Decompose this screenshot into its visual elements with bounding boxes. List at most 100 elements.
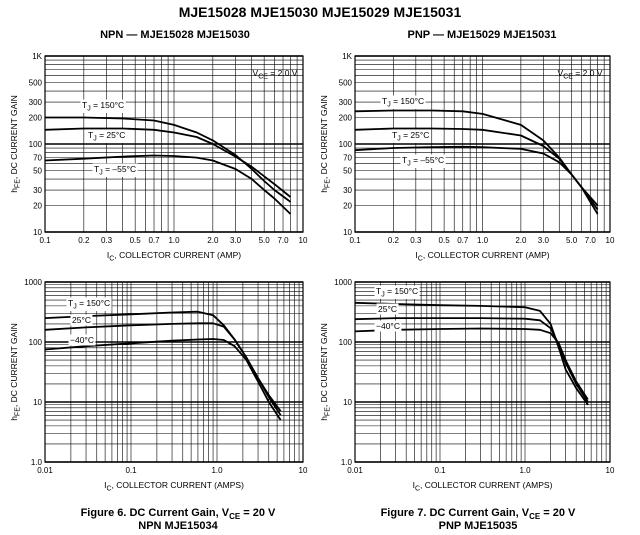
x-tick-label: 2.0 — [207, 236, 219, 245]
figure-6-caption: Figure 6. DC Current Gain, VCE = 20 V — [81, 507, 276, 521]
x-tick-label: 7.0 — [277, 236, 289, 245]
condition-label: VCE = 2.0 V — [253, 68, 298, 81]
x-tick-label: 1.0 — [477, 236, 489, 245]
series-label-background — [400, 154, 446, 168]
x-tick-label: 0.3 — [410, 236, 422, 245]
y-tick-label: 1000 — [24, 278, 42, 287]
series-label: TJ = 150°C — [382, 96, 424, 109]
series-label: TJ = 150°C — [68, 298, 110, 311]
y-tick-label: 1K — [342, 52, 352, 61]
x-tick-label: 5.0 — [566, 236, 578, 245]
series-label: −40°C — [70, 335, 94, 345]
y-tick-label: 30 — [343, 186, 352, 195]
x-tick-label: 0.1 — [434, 466, 446, 475]
plot-frame — [44, 281, 304, 463]
y-tick-label: 70 — [343, 154, 352, 163]
x-tick-label: 5.0 — [259, 236, 271, 245]
y-tick-label: 500 — [339, 78, 353, 87]
series-label-background — [374, 285, 420, 299]
condition-label: VCE = 2.0 V — [558, 68, 603, 81]
x-tick-label: 7.0 — [585, 236, 597, 245]
figure-7-caption: Figure 7. DC Current Gain, VCE = 20 V — [381, 507, 576, 521]
y-axis-label: hFE, DC CURRENT GAIN — [9, 323, 22, 421]
series-label: TJ = 25°C — [88, 130, 125, 143]
series-line — [45, 116, 292, 203]
series-label: TJ = 150°C — [82, 100, 124, 113]
series-line — [354, 109, 599, 207]
series-line — [354, 145, 599, 215]
x-tick-label: 0.5 — [130, 236, 142, 245]
y-tick-label: 100 — [29, 338, 43, 347]
plot-frame — [354, 55, 611, 233]
series-label-background — [66, 297, 112, 311]
series-label: −40°C — [376, 321, 400, 331]
subtitle-npn: NPN — MJE15028 MJE15030 — [100, 29, 250, 41]
plot-frame — [354, 281, 611, 463]
x-tick-label: 1.0 — [168, 236, 180, 245]
series-line — [44, 322, 282, 416]
series-line — [44, 338, 282, 421]
x-tick-label: 0.2 — [388, 236, 400, 245]
series-line — [44, 310, 282, 412]
series-label: TJ = –55°C — [94, 164, 136, 177]
y-tick-label: 1.0 — [31, 458, 43, 467]
series-line — [354, 317, 589, 403]
x-tick-label: 0.3 — [101, 236, 113, 245]
page-title: MJE15028 MJE15030 MJE15029 MJE15031 — [179, 4, 462, 20]
series-label-background — [374, 320, 402, 332]
x-axis-label: IC, COLLECTOR CURRENT (AMPS) — [104, 480, 244, 493]
y-tick-label: 1.0 — [341, 458, 353, 467]
y-tick-label: 10 — [343, 228, 352, 237]
y-tick-label: 300 — [339, 98, 353, 107]
x-tick-label: 0.7 — [148, 236, 160, 245]
x-tick-label: 1.0 — [211, 466, 223, 475]
y-tick-label: 20 — [343, 202, 352, 211]
y-tick-label: 10 — [343, 398, 352, 407]
y-tick-label: 300 — [29, 98, 43, 107]
x-tick-label: 10 — [606, 466, 615, 475]
x-tick-label: 0.7 — [457, 236, 469, 245]
y-tick-label: 70 — [33, 154, 42, 163]
x-tick-label: 0.5 — [439, 236, 451, 245]
series-label: 25°C — [72, 315, 91, 325]
y-axis-label: hFE, DC CURRENT GAIN — [319, 323, 332, 421]
series-line — [354, 301, 589, 406]
y-tick-label: 500 — [29, 78, 43, 87]
chart-panel-1: 0.1 0.2 0.3 0.5 0.7 1.0 2.0 3.0 5.0 7.0 10 10 20 30 50… — [9, 52, 308, 263]
series-line — [44, 127, 292, 198]
grid — [44, 282, 303, 463]
series-label-background — [68, 334, 96, 346]
y-tick-label: 10 — [33, 398, 42, 407]
series-label: 25°C — [378, 304, 397, 314]
series-label: TJ = –55°C — [402, 155, 444, 168]
series-line — [354, 327, 589, 400]
x-tick-label: 0.1 — [349, 236, 361, 245]
chart-panel-4: 0.01 0.1 1.0 10 1.0 10 100 1000 IC, COLLECTOR CU… — [319, 278, 615, 493]
series-label-background — [390, 129, 431, 143]
y-tick-label: 200 — [29, 114, 43, 123]
plot-frame — [44, 55, 304, 233]
x-tick-label: 3.0 — [538, 236, 550, 245]
y-tick-label: 200 — [339, 114, 353, 123]
x-tick-label: 2.0 — [515, 236, 527, 245]
y-tick-label: 100 — [339, 140, 353, 149]
x-axis-label: IC, COLLECTOR CURRENT (AMP) — [415, 250, 549, 263]
x-tick-label: 0.01 — [37, 466, 53, 475]
series-label-background — [80, 99, 126, 113]
x-tick-label: 0.01 — [347, 466, 363, 475]
series-label-background — [92, 163, 138, 177]
y-tick-label: 30 — [33, 186, 42, 195]
x-tick-label: 10 — [606, 236, 615, 245]
y-tick-label: 10 — [33, 228, 42, 237]
x-tick-label: 3.0 — [230, 236, 242, 245]
chart-panel-3: 0.01 0.1 1.0 10 1.0 10 100 1000 IC, COLLECTOR CU… — [9, 278, 308, 493]
y-tick-label: 50 — [343, 166, 352, 175]
y-tick-label: 100 — [339, 338, 353, 347]
x-tick-label: 10 — [299, 466, 308, 475]
y-axis-label: hFE, DC CURRENT GAIN — [9, 95, 22, 193]
y-axis-label: hFE, DC CURRENT GAIN — [319, 95, 332, 193]
figure-7-part: PNP MJE15035 — [439, 520, 518, 532]
series-label-background — [380, 95, 426, 109]
series-label: TJ = 150°C — [376, 286, 418, 299]
